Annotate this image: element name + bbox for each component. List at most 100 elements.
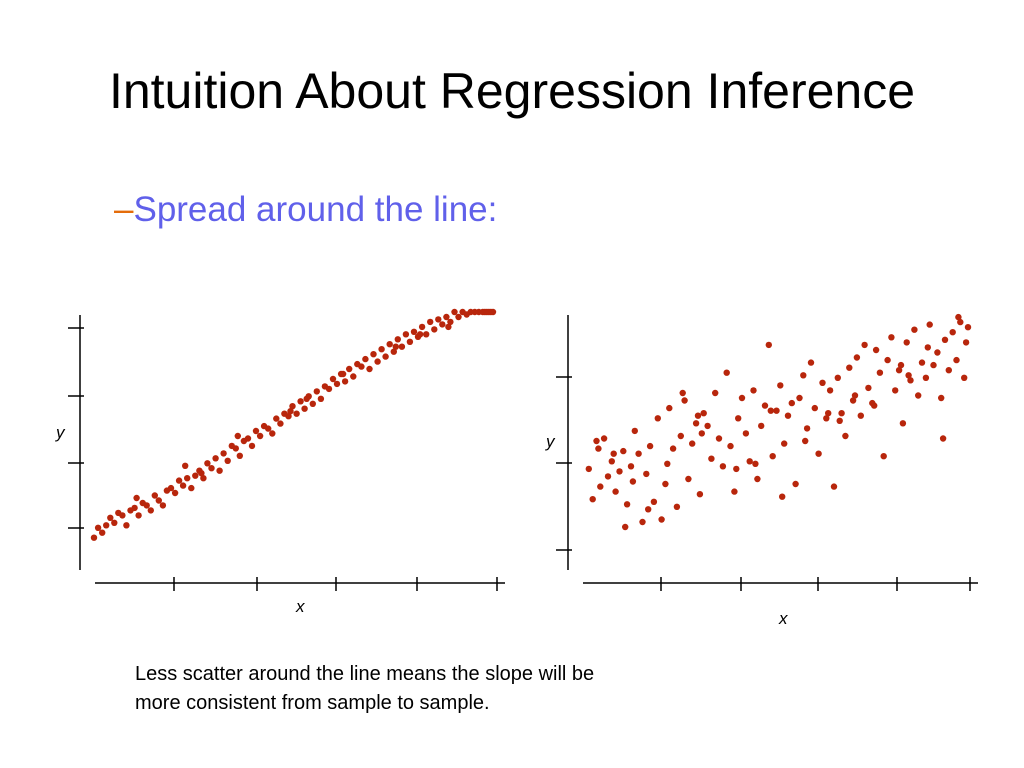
data-point bbox=[378, 346, 385, 353]
data-point bbox=[830, 483, 838, 490]
data-point bbox=[107, 514, 114, 521]
data-point bbox=[781, 440, 788, 447]
data-point bbox=[704, 422, 711, 430]
data-point bbox=[645, 506, 652, 513]
data-point bbox=[953, 356, 960, 364]
data-point bbox=[871, 402, 878, 409]
data-point bbox=[216, 467, 223, 474]
data-point bbox=[922, 374, 930, 381]
data-point bbox=[677, 432, 684, 440]
data-point bbox=[662, 480, 669, 488]
data-point bbox=[595, 445, 602, 452]
data-point bbox=[386, 341, 393, 348]
data-point bbox=[907, 377, 914, 384]
data-point bbox=[370, 351, 377, 358]
data-point bbox=[758, 422, 765, 430]
data-point bbox=[689, 440, 696, 447]
x-axis-label: x bbox=[295, 597, 305, 616]
data-point bbox=[872, 346, 880, 354]
data-point bbox=[358, 363, 365, 370]
data-point bbox=[876, 369, 884, 376]
data-point bbox=[620, 447, 627, 455]
data-point bbox=[807, 359, 815, 366]
data-point bbox=[604, 473, 612, 480]
data-point bbox=[427, 318, 434, 326]
data-point bbox=[297, 398, 304, 405]
data-point bbox=[673, 503, 681, 510]
data-point bbox=[696, 491, 704, 498]
data-point bbox=[819, 379, 826, 386]
data-point bbox=[750, 387, 757, 394]
data-point bbox=[600, 435, 608, 442]
data-point bbox=[754, 475, 761, 483]
data-point bbox=[815, 450, 822, 457]
data-point bbox=[788, 399, 795, 407]
data-point bbox=[410, 328, 418, 335]
data-point bbox=[623, 501, 631, 508]
data-point bbox=[317, 395, 325, 402]
data-point bbox=[341, 378, 349, 385]
data-point bbox=[269, 430, 276, 437]
data-point bbox=[664, 460, 671, 467]
data-point bbox=[204, 460, 211, 467]
data-point bbox=[723, 369, 730, 376]
data-point bbox=[746, 458, 753, 465]
x-axis-label: x bbox=[778, 609, 788, 628]
data-point bbox=[131, 504, 138, 512]
data-point bbox=[329, 375, 337, 383]
data-point bbox=[941, 336, 949, 343]
data-point bbox=[234, 432, 241, 440]
data-point bbox=[800, 372, 807, 379]
data-point bbox=[884, 356, 891, 364]
data-point bbox=[865, 384, 872, 392]
data-point bbox=[622, 523, 629, 531]
caption-text: Less scatter around the line means the s… bbox=[135, 663, 595, 714]
data-point bbox=[159, 502, 167, 509]
data-point bbox=[293, 410, 300, 417]
data-point bbox=[339, 370, 347, 378]
data-point bbox=[761, 402, 769, 409]
data-point bbox=[143, 502, 150, 509]
data-point bbox=[938, 394, 945, 402]
data-point bbox=[171, 489, 179, 497]
bullet-text: Spread around the line: bbox=[133, 190, 498, 229]
data-point bbox=[350, 373, 357, 380]
data-point bbox=[303, 395, 310, 402]
data-point bbox=[485, 308, 493, 316]
data-point bbox=[455, 313, 462, 321]
data-point bbox=[823, 415, 830, 422]
data-point bbox=[416, 331, 424, 338]
data-point bbox=[945, 367, 952, 374]
data-point bbox=[731, 488, 738, 495]
data-point bbox=[666, 404, 673, 412]
data-point bbox=[333, 380, 341, 388]
data-point bbox=[616, 468, 623, 475]
data-point bbox=[842, 432, 849, 440]
data-point bbox=[589, 496, 596, 503]
data-point bbox=[224, 457, 231, 464]
data-point bbox=[773, 407, 780, 414]
data-point bbox=[289, 403, 296, 410]
data-point bbox=[135, 512, 142, 519]
data-point bbox=[962, 339, 970, 346]
data-point bbox=[133, 494, 140, 502]
data-point bbox=[313, 388, 320, 395]
data-point bbox=[394, 336, 401, 343]
data-point bbox=[597, 483, 604, 490]
data-point bbox=[585, 465, 592, 473]
data-point bbox=[930, 361, 937, 369]
data-point bbox=[301, 405, 308, 412]
data-point bbox=[277, 420, 284, 427]
data-point bbox=[918, 359, 926, 366]
data-point bbox=[406, 338, 414, 345]
data-point bbox=[99, 529, 106, 536]
data-point bbox=[608, 458, 615, 465]
data-point bbox=[188, 484, 195, 492]
data-point bbox=[431, 326, 438, 333]
data-point bbox=[265, 425, 272, 432]
data-point bbox=[325, 385, 333, 393]
data-point bbox=[681, 397, 688, 404]
y-axis-label: y bbox=[545, 432, 556, 451]
data-point bbox=[719, 463, 727, 470]
